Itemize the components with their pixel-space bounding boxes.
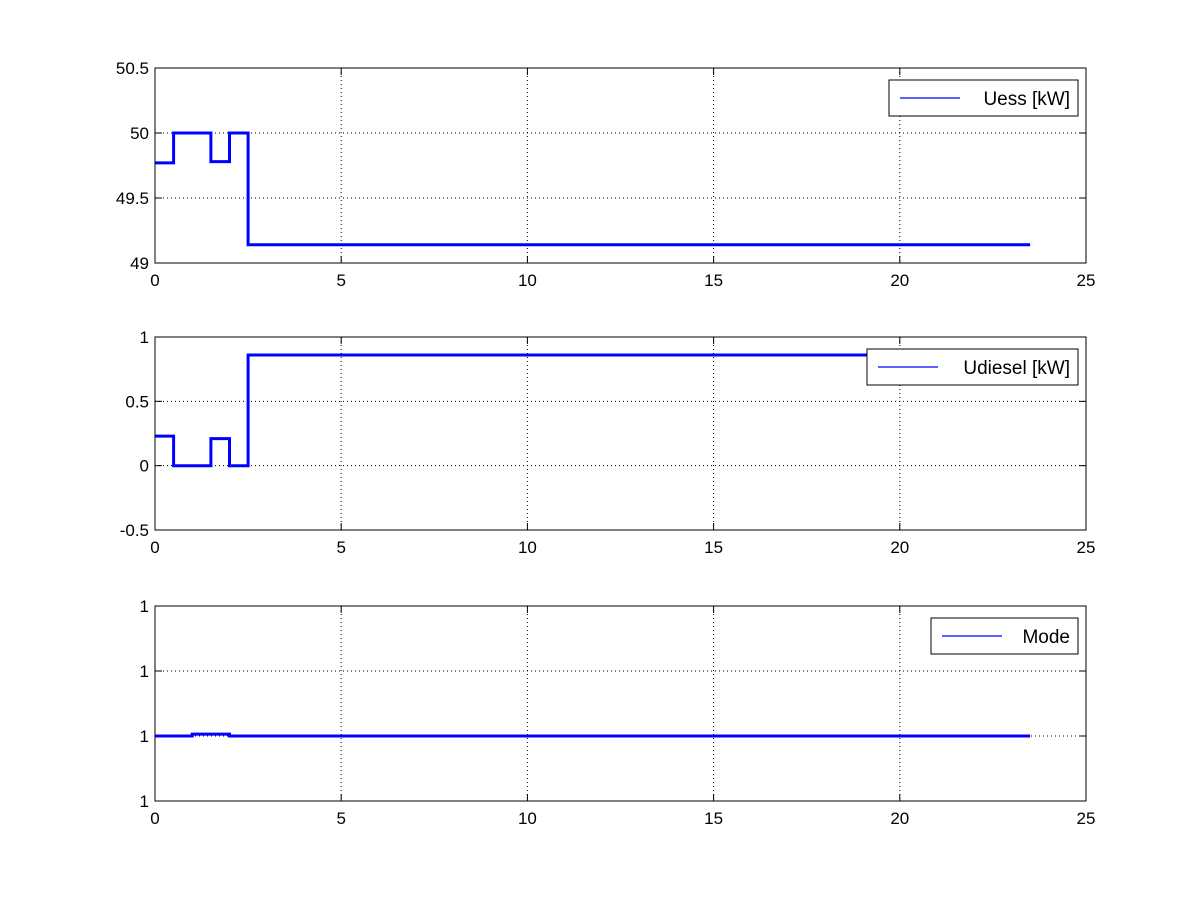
series-line-mode [155,732,1031,738]
axes-frame [154,605,1087,802]
x-tick-label: 15 [704,271,723,290]
legend-label: Udiesel [kW] [963,358,1070,379]
x-tick-label: 25 [1077,538,1096,557]
legend-label: Uess [kW] [983,89,1070,110]
x-tick-label: 10 [518,809,537,828]
y-tick-label: 0 [140,457,149,476]
x-tick-label: 10 [518,538,537,557]
y-tick-label: -0.5 [120,521,149,540]
x-tick-label: 0 [150,271,159,290]
x-tick-label: 0 [150,538,159,557]
x-tick-label: 20 [890,538,909,557]
axes-frame [154,67,1087,264]
x-tick-label: 20 [890,271,909,290]
y-tick-label: 49.5 [116,189,149,208]
y-tick-label: 0.5 [125,392,149,411]
x-tick-label: 10 [518,271,537,290]
y-tick-label: 1 [140,792,149,811]
x-tick-label: 25 [1077,809,1096,828]
x-tick-label: 5 [336,538,345,557]
legend-label: Mode [1022,627,1070,648]
axes-uess: 0 5 10 15 20 25 49 49.5 50 50.5 Uess [kW] [116,59,1096,290]
axes-mode: 0 5 10 15 20 25 1 1 1 1 Mode [140,597,1096,828]
legend: Mode [930,617,1079,655]
y-tick-label: 1 [140,328,149,347]
series-line-udiesel [155,353,1031,468]
y-tick-label: 1 [140,727,149,746]
axes-frame [154,336,1087,531]
y-tick-label: 1 [140,662,149,681]
x-tick-label: 0 [150,809,159,828]
legend: Udiesel [kW] [866,348,1079,386]
x-tick-label: 5 [336,271,345,290]
y-tick-label: 50.5 [116,59,149,78]
x-tick-label: 5 [336,809,345,828]
x-tick-label: 15 [704,809,723,828]
y-tick-label: 50 [130,124,149,143]
x-tick-label: 15 [704,538,723,557]
y-tick-label: 49 [130,254,149,273]
y-tick-label: 1 [140,597,149,616]
legend: Uess [kW] [888,79,1079,117]
x-tick-label: 25 [1077,271,1096,290]
series-line-uess [155,131,1031,247]
x-tick-label: 20 [890,809,909,828]
